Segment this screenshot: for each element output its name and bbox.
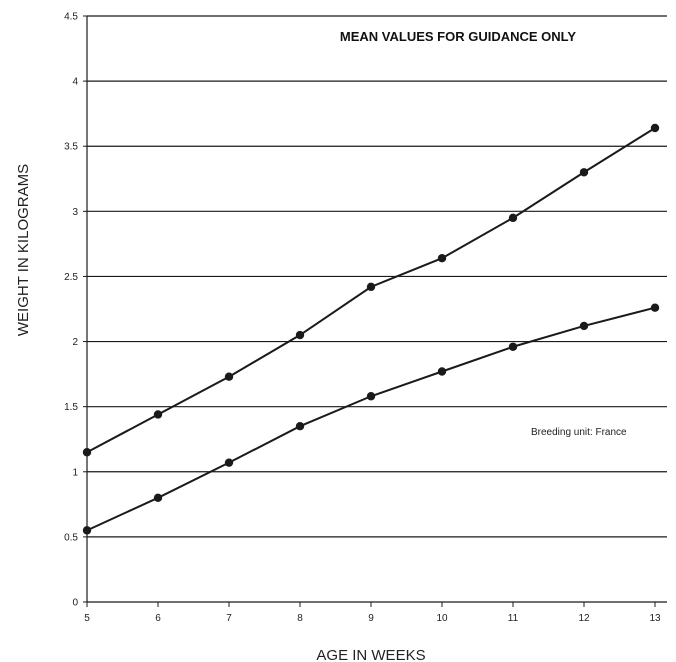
data-point bbox=[224, 458, 234, 467]
breeding-unit-annotation: Breeding unit: France bbox=[531, 427, 627, 438]
data-point bbox=[82, 526, 92, 535]
data-point bbox=[437, 367, 447, 376]
data-point bbox=[366, 392, 376, 401]
x-tick-label: 9 bbox=[368, 613, 374, 624]
y-tick-label: 3 bbox=[72, 207, 78, 218]
x-tick-label: 13 bbox=[649, 613, 661, 624]
x-axis-ticks: 5 6 7 8 9 10 11 12 13 bbox=[84, 602, 661, 624]
chart-title: MEAN VALUES FOR GUIDANCE ONLY bbox=[340, 29, 577, 44]
data-point bbox=[153, 493, 163, 503]
y-tick-label: 0 bbox=[72, 598, 78, 609]
data-point bbox=[579, 168, 589, 177]
series-2 bbox=[82, 303, 660, 535]
y-tick-label: 4.5 bbox=[64, 12, 78, 23]
x-tick-label: 7 bbox=[226, 613, 232, 624]
y-tick-label: 1 bbox=[72, 467, 78, 478]
series-layer bbox=[82, 123, 660, 535]
y-axis-title: WEIGHT IN KILOGRAMS bbox=[15, 164, 32, 336]
y-tick-label: 0.5 bbox=[64, 532, 78, 543]
x-tick-label: 10 bbox=[436, 613, 448, 624]
data-point bbox=[295, 330, 305, 340]
y-tick-label: 3.5 bbox=[64, 142, 78, 153]
y-tick-label: 4 bbox=[72, 77, 78, 88]
data-point bbox=[650, 303, 660, 312]
x-axis-title: AGE IN WEEKS bbox=[316, 647, 425, 662]
data-point bbox=[437, 254, 447, 263]
data-point bbox=[82, 448, 92, 457]
series-1 bbox=[82, 123, 660, 457]
x-tick-label: 6 bbox=[155, 613, 161, 624]
y-tick-label: 1.5 bbox=[64, 402, 78, 413]
x-tick-label: 11 bbox=[508, 613, 519, 624]
data-point bbox=[508, 342, 518, 351]
y-axis-ticks: 0 0.5 1 1.5 2 2.5 3 3.5 4 4.5 bbox=[64, 12, 87, 609]
data-point bbox=[224, 372, 234, 381]
data-point bbox=[153, 410, 163, 419]
y-tick-label: 2.5 bbox=[64, 272, 78, 283]
x-tick-label: 8 bbox=[297, 613, 303, 624]
grid-lines bbox=[87, 15, 667, 538]
x-tick-label: 12 bbox=[578, 613, 590, 624]
data-point bbox=[366, 282, 376, 292]
y-tick-label: 2 bbox=[72, 337, 78, 348]
data-point bbox=[295, 422, 305, 431]
data-point bbox=[579, 321, 589, 331]
data-point bbox=[650, 123, 660, 133]
x-tick-label: 5 bbox=[84, 613, 90, 624]
data-point bbox=[508, 213, 518, 223]
